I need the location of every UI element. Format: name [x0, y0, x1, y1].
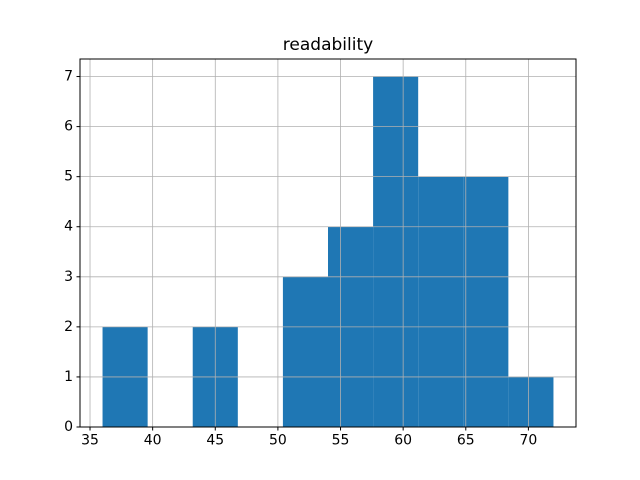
- chart-title: readability: [283, 35, 373, 55]
- histogram-bar: [418, 176, 464, 427]
- x-tick-label: 55: [332, 433, 350, 449]
- plot-border: [79, 58, 577, 428]
- x-tick-label: 65: [457, 433, 475, 449]
- y-tick-label: 3: [64, 269, 73, 285]
- x-tick-label: 70: [519, 433, 537, 449]
- y-tick-label: 2: [64, 319, 73, 335]
- x-tick-label: 45: [206, 433, 224, 449]
- x-tick-label: 50: [269, 433, 287, 449]
- y-tick-label: 4: [64, 219, 73, 235]
- y-tick-label: 0: [64, 419, 73, 435]
- x-tick-label: 35: [81, 433, 99, 449]
- y-tick-label: 5: [64, 169, 73, 185]
- histogram-bar: [373, 76, 419, 428]
- x-tick-label: 40: [144, 433, 162, 449]
- y-tick-label: 7: [64, 69, 73, 85]
- histogram-bar: [463, 176, 509, 427]
- y-tick-label: 1: [64, 369, 73, 385]
- histogram-bar: [508, 376, 554, 427]
- y-tick-label: 6: [64, 119, 73, 135]
- x-tick-label: 60: [394, 433, 412, 449]
- histogram-bar: [282, 276, 328, 427]
